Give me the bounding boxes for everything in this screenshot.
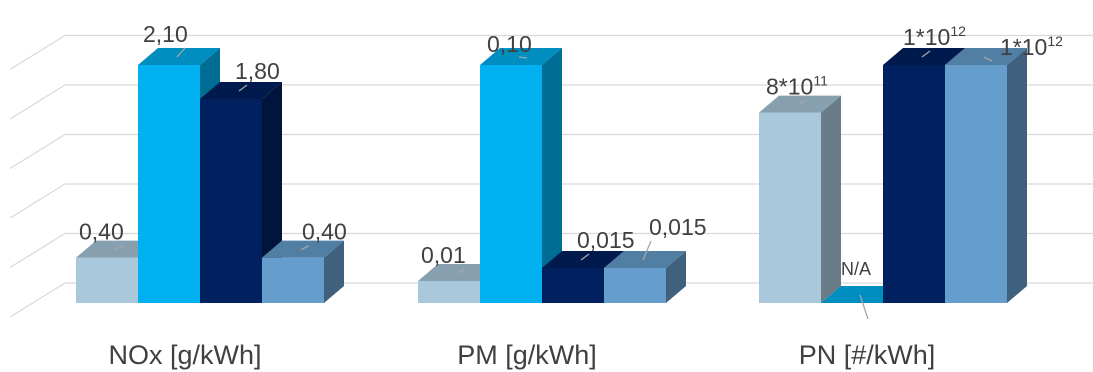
bar-front bbox=[138, 65, 200, 303]
bar-front bbox=[480, 65, 542, 303]
value-label: 0,40 bbox=[302, 219, 347, 245]
category-label-pn: PN [#/kWh] bbox=[799, 340, 936, 370]
value-label: 1*1012 bbox=[1000, 33, 1063, 60]
bar-front bbox=[542, 268, 604, 303]
value-label: 0,015 bbox=[577, 227, 635, 253]
bar-front bbox=[945, 65, 1007, 303]
bar-side bbox=[324, 240, 344, 303]
value-label: 0,015 bbox=[649, 214, 707, 240]
value-label: 1*1012 bbox=[903, 23, 966, 50]
leader-line bbox=[518, 56, 528, 59]
gridline bbox=[9, 232, 1093, 269]
exponent: 12 bbox=[950, 23, 966, 39]
leader-line bbox=[580, 253, 590, 261]
bar-front bbox=[262, 257, 324, 303]
bar-front bbox=[604, 268, 666, 303]
value-label: 2,10 bbox=[143, 21, 188, 47]
bars bbox=[76, 48, 1027, 303]
bar-top bbox=[138, 48, 220, 65]
category-labels: NOx [g/kWh] PM [g/kWh] PN [#/kWh] bbox=[108, 340, 935, 370]
bar-top bbox=[480, 48, 562, 65]
bar-side bbox=[1007, 48, 1027, 303]
bar-front bbox=[76, 257, 138, 303]
bar-front bbox=[883, 65, 945, 303]
gridline bbox=[9, 282, 1093, 318]
leader-line bbox=[983, 56, 993, 62]
leader-line bbox=[300, 245, 310, 251]
bar-front bbox=[200, 99, 262, 303]
leader-line bbox=[642, 240, 652, 261]
value-labels: 0,40 2,10 1,80 0,40 0,01 0,10 0,015 0,015 8*1011… bbox=[79, 21, 1063, 320]
gridline bbox=[9, 183, 1093, 219]
exponent: 11 bbox=[813, 73, 828, 89]
bar-top bbox=[883, 48, 965, 65]
bar-top bbox=[604, 251, 686, 268]
leader-line bbox=[921, 50, 931, 58]
bar-side bbox=[542, 48, 562, 303]
gridline bbox=[9, 133, 1093, 170]
gridline bbox=[9, 34, 1093, 71]
bar-top bbox=[821, 286, 903, 303]
value-label: 0,01 bbox=[421, 242, 466, 268]
value-label: 0,10 bbox=[487, 31, 532, 57]
bar-front bbox=[759, 112, 821, 303]
value-label: 1,80 bbox=[235, 58, 280, 84]
exponent: 12 bbox=[1047, 33, 1063, 49]
bar-top bbox=[945, 48, 1027, 65]
leader-line bbox=[456, 268, 466, 274]
gridlines bbox=[9, 34, 1093, 318]
bar-side bbox=[821, 95, 841, 303]
category-label-pm: PM [g/kWh] bbox=[457, 340, 597, 370]
value-label: N/A bbox=[841, 259, 871, 279]
value-label: 8*1011 bbox=[766, 73, 828, 100]
leader-line bbox=[238, 84, 248, 92]
leader-line bbox=[114, 245, 124, 251]
value-label: 0,40 bbox=[79, 219, 124, 245]
bar-top bbox=[200, 82, 282, 99]
leader-line bbox=[859, 294, 869, 320]
bar-top bbox=[542, 251, 624, 268]
bar-side bbox=[666, 251, 686, 303]
gridline bbox=[9, 84, 1093, 120]
leader-line bbox=[797, 100, 807, 106]
category-label-nox: NOx [g/kWh] bbox=[108, 340, 261, 370]
bar-front bbox=[418, 281, 480, 303]
leader-line bbox=[176, 47, 186, 58]
